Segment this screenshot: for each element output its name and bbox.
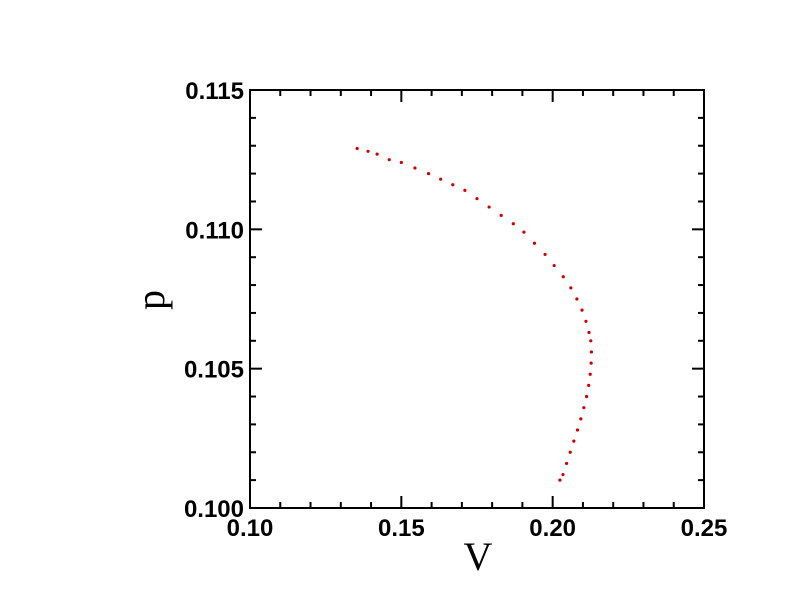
x-tick-label: 0.20 [529,515,576,542]
data-point [587,383,591,387]
data-point [532,241,537,245]
plot-frame [249,89,705,509]
y-tick-label: 0.100 [184,496,244,523]
y-axis-label: p [128,290,173,310]
data-point [561,275,565,279]
data-point [587,330,591,335]
data-point [355,146,359,151]
data-point [584,394,589,399]
data-point [589,361,593,365]
data-point [463,188,467,192]
data-point [375,152,379,156]
data-point [575,428,580,432]
data-point [387,158,391,162]
data-point [580,308,584,312]
data-points [355,146,594,482]
data-point [413,166,417,170]
x-tick-label: 0.10 [227,515,274,542]
data-point [426,172,431,176]
data-point [552,263,556,268]
data-point [522,230,526,234]
data-point [399,160,403,165]
data-point [584,319,588,323]
data-point [543,252,547,257]
x-tick-label: 0.15 [378,515,425,542]
data-point [561,472,565,477]
data-point [589,339,593,343]
data-point [588,372,592,376]
x-axis-label: V [464,534,493,579]
y-tick-label: 0.115 [185,78,244,105]
data-point [579,417,583,421]
data-point [572,439,576,443]
data-point [582,406,586,410]
data-point [564,461,569,466]
data-point [366,149,370,153]
axis-ticks [249,89,705,509]
y-tick-label: 0.105 [184,357,244,384]
data-point [575,297,579,301]
data-point [475,197,479,201]
data-point [511,222,515,226]
data-point [569,286,573,290]
x-tick-label: 0.25 [681,515,728,542]
tick-labels: 0.10 0.15 0.20 0.25 0.100 0.105 0.110 0.115 [184,78,727,542]
y-tick-label: 0.110 [185,217,244,244]
data-point [568,450,572,454]
data-point [499,213,503,217]
data-point [487,205,491,209]
data-point [589,350,594,354]
data-point [451,183,455,187]
data-point [439,177,443,181]
data-point [558,478,562,482]
